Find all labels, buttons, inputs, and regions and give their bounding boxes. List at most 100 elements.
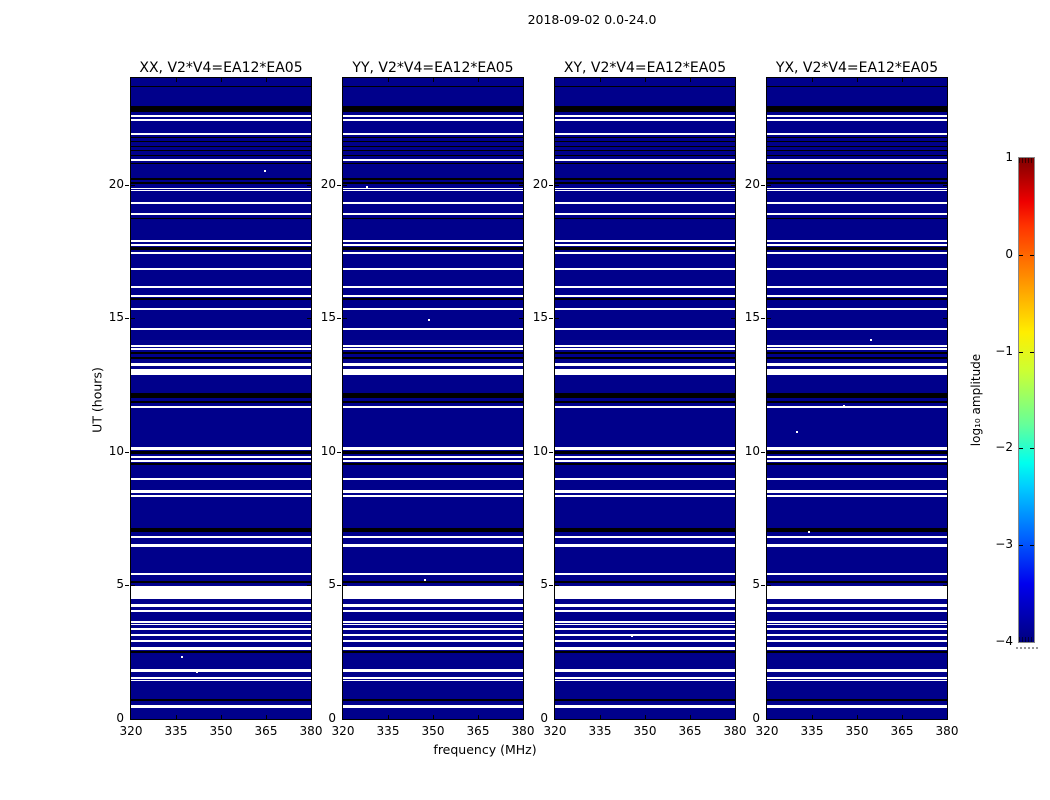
y-tick-mark — [519, 184, 523, 186]
y-tick-label: 10 — [532, 443, 548, 458]
y-tick-mark-outer — [549, 451, 553, 453]
y-tick-mark — [343, 318, 347, 320]
x-tick-label: 380 — [511, 724, 535, 738]
flagged-row-white — [767, 240, 947, 242]
flagged-row-white — [343, 295, 523, 297]
flagged-row-white — [555, 456, 735, 458]
flagged-row-white — [343, 621, 523, 623]
x-tick-mark — [478, 715, 479, 719]
flagged-row-black — [343, 393, 523, 398]
y-tick-mark — [519, 451, 523, 453]
colorbar-tick-label: −3 — [995, 537, 1013, 552]
flagged-row-white — [767, 680, 947, 681]
flagged-row-black — [343, 150, 523, 151]
flagged-row-black — [131, 218, 311, 219]
flagged-row-white — [131, 586, 311, 599]
x-tick-label: 365 — [254, 724, 278, 738]
flagged-row-white — [767, 640, 947, 642]
flagged-row-white — [131, 286, 311, 288]
flagged-row-white — [555, 244, 735, 246]
data-speck — [428, 319, 430, 321]
flagged-row-black — [343, 141, 523, 142]
flagged-row-black — [343, 178, 523, 180]
y-tick-label: 0 — [116, 711, 124, 725]
flagged-row-white — [767, 268, 947, 270]
flagged-row-white — [343, 680, 523, 681]
flagged-row-white — [343, 495, 523, 497]
flagged-row-white — [767, 490, 947, 493]
flagged-row-black — [767, 218, 947, 219]
y-tick-label: 15 — [744, 310, 760, 325]
flagged-row-white — [343, 544, 523, 547]
y-tick-label: 5 — [116, 577, 124, 592]
flagged-row-white — [131, 677, 311, 679]
flagged-row-black — [767, 86, 947, 87]
y-tick-mark — [131, 451, 135, 453]
flagged-row-white — [767, 495, 947, 497]
flagged-row-black — [131, 393, 311, 398]
x-tick-mark — [266, 78, 267, 82]
flagged-row-white — [767, 328, 947, 330]
flagged-row-black — [343, 163, 523, 164]
flagged-row-white — [343, 460, 523, 462]
colorbar-tick-mark — [1019, 254, 1023, 256]
x-tick-mark — [902, 715, 903, 719]
flagged-row-white — [555, 573, 735, 575]
flagged-row-black — [555, 106, 735, 112]
flagged-row-white — [131, 478, 311, 480]
flagged-row-white — [767, 369, 947, 375]
flagged-row-white — [555, 490, 735, 493]
y-tick-label: 0 — [328, 711, 336, 725]
flagged-row-black — [343, 106, 523, 112]
x-tick-mark — [690, 715, 691, 719]
flagged-row-white — [131, 536, 311, 538]
flagged-row-white — [131, 363, 311, 366]
y-tick-mark — [731, 451, 735, 453]
y-tick-mark — [943, 451, 947, 453]
y-tick-mark-outer — [125, 451, 129, 453]
flagged-row-black — [555, 699, 735, 701]
flagged-row-white — [343, 252, 523, 254]
flagged-row-black — [131, 155, 311, 156]
flagged-row-white — [131, 447, 311, 450]
colorbar-label: log₁₀ amplitude — [969, 353, 983, 447]
x-tick-label: 350 — [845, 724, 869, 738]
x-tick-mark — [266, 715, 267, 719]
flagged-row-white — [767, 345, 947, 347]
flagged-row-white — [555, 447, 735, 450]
y-tick-mark — [767, 318, 771, 320]
flagged-row-black — [555, 155, 735, 156]
x-tick-mark — [690, 78, 691, 82]
colorbar-tick-mark — [1019, 448, 1023, 450]
y-axis-label: UT (hours) — [89, 367, 105, 433]
flagged-row-white — [555, 190, 735, 191]
flagged-row-white — [555, 202, 735, 204]
colorbar-tick-label: −4 — [995, 634, 1013, 648]
flagged-row-black — [131, 651, 311, 653]
flagged-row-white — [131, 268, 311, 270]
flagged-row-black — [131, 528, 311, 532]
flagged-row-black — [767, 141, 947, 142]
x-tick-mark — [812, 78, 813, 82]
flagged-row-white — [131, 159, 311, 161]
flagged-row-black — [131, 146, 311, 147]
y-tick-label: 10 — [744, 443, 760, 458]
flagged-row-white — [555, 610, 735, 612]
flagged-row-white — [555, 286, 735, 288]
flagged-row-black — [131, 163, 311, 164]
flagged-row-white — [131, 634, 311, 636]
flagged-row-white — [343, 202, 523, 204]
flagged-row-white — [767, 348, 947, 350]
y-tick-mark — [519, 318, 523, 320]
flagged-row-white — [343, 159, 523, 161]
x-tick-label: 350 — [209, 724, 233, 738]
y-tick-mark — [307, 184, 311, 186]
colorbar-tick-label: −1 — [995, 343, 1013, 358]
flagged-row-black — [767, 651, 947, 653]
flagged-row-black — [767, 528, 947, 532]
flagged-row-white — [555, 115, 735, 117]
flagged-row-white — [131, 628, 311, 630]
flagged-row-white — [343, 406, 523, 408]
flagged-row-white — [767, 159, 947, 161]
flagged-row-white — [555, 621, 735, 623]
